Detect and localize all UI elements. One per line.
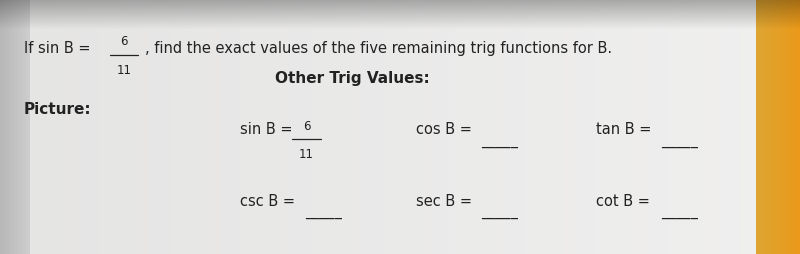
Text: Picture:: Picture: [24, 102, 92, 117]
Text: Other Trig Values:: Other Trig Values: [274, 71, 430, 86]
Text: _____: _____ [662, 132, 698, 147]
Text: _____: _____ [306, 203, 342, 218]
Text: If sin B =: If sin B = [24, 41, 95, 56]
Text: sin B =: sin B = [240, 122, 297, 137]
Text: _____: _____ [482, 203, 518, 218]
Text: 11: 11 [117, 64, 131, 76]
Text: _____: _____ [662, 203, 698, 218]
Text: 6: 6 [120, 35, 128, 48]
Text: cos B =: cos B = [416, 122, 477, 137]
Text: 6: 6 [302, 119, 310, 132]
Text: , find the exact values of the five remaining trig functions for B.: , find the exact values of the five rema… [145, 41, 612, 56]
Text: _____: _____ [482, 132, 518, 147]
Text: tan B =: tan B = [596, 122, 656, 137]
Text: cot B =: cot B = [596, 193, 654, 208]
Text: csc B =: csc B = [240, 193, 300, 208]
Text: 11: 11 [299, 147, 314, 160]
Text: sec B =: sec B = [416, 193, 477, 208]
